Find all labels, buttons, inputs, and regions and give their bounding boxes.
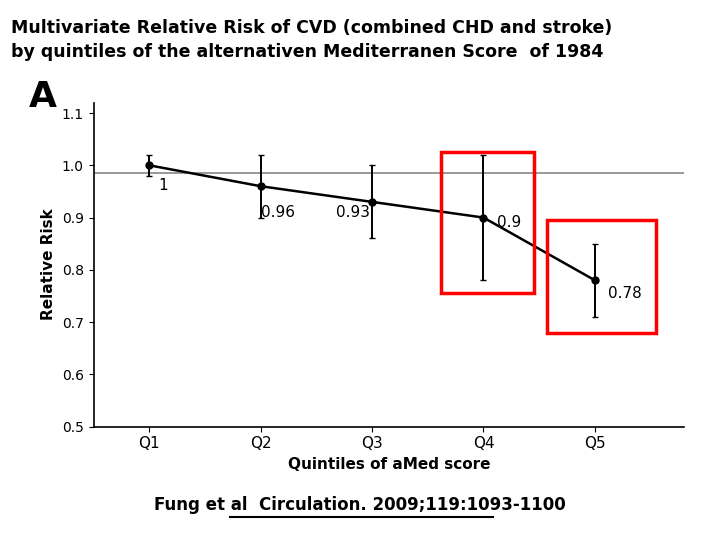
Text: 0.78: 0.78 — [608, 286, 642, 300]
Bar — [441, 152, 534, 293]
X-axis label: Quintiles of aMed score: Quintiles of aMed score — [287, 457, 490, 472]
Text: 0.96: 0.96 — [261, 205, 294, 219]
Text: 0.9: 0.9 — [497, 215, 521, 230]
Text: Fung et al  Circulation. 2009;119:1093-1100: Fung et al Circulation. 2009;119:1093-11… — [154, 496, 566, 514]
Text: A: A — [29, 80, 57, 114]
Text: 1: 1 — [158, 178, 168, 193]
Text: 0.93: 0.93 — [336, 205, 371, 219]
Y-axis label: Relative Risk: Relative Risk — [41, 209, 56, 320]
Text: Multivariate Relative Risk of CVD (combined CHD and stroke)
by quintiles of the : Multivariate Relative Risk of CVD (combi… — [11, 19, 612, 61]
Bar — [547, 220, 656, 333]
